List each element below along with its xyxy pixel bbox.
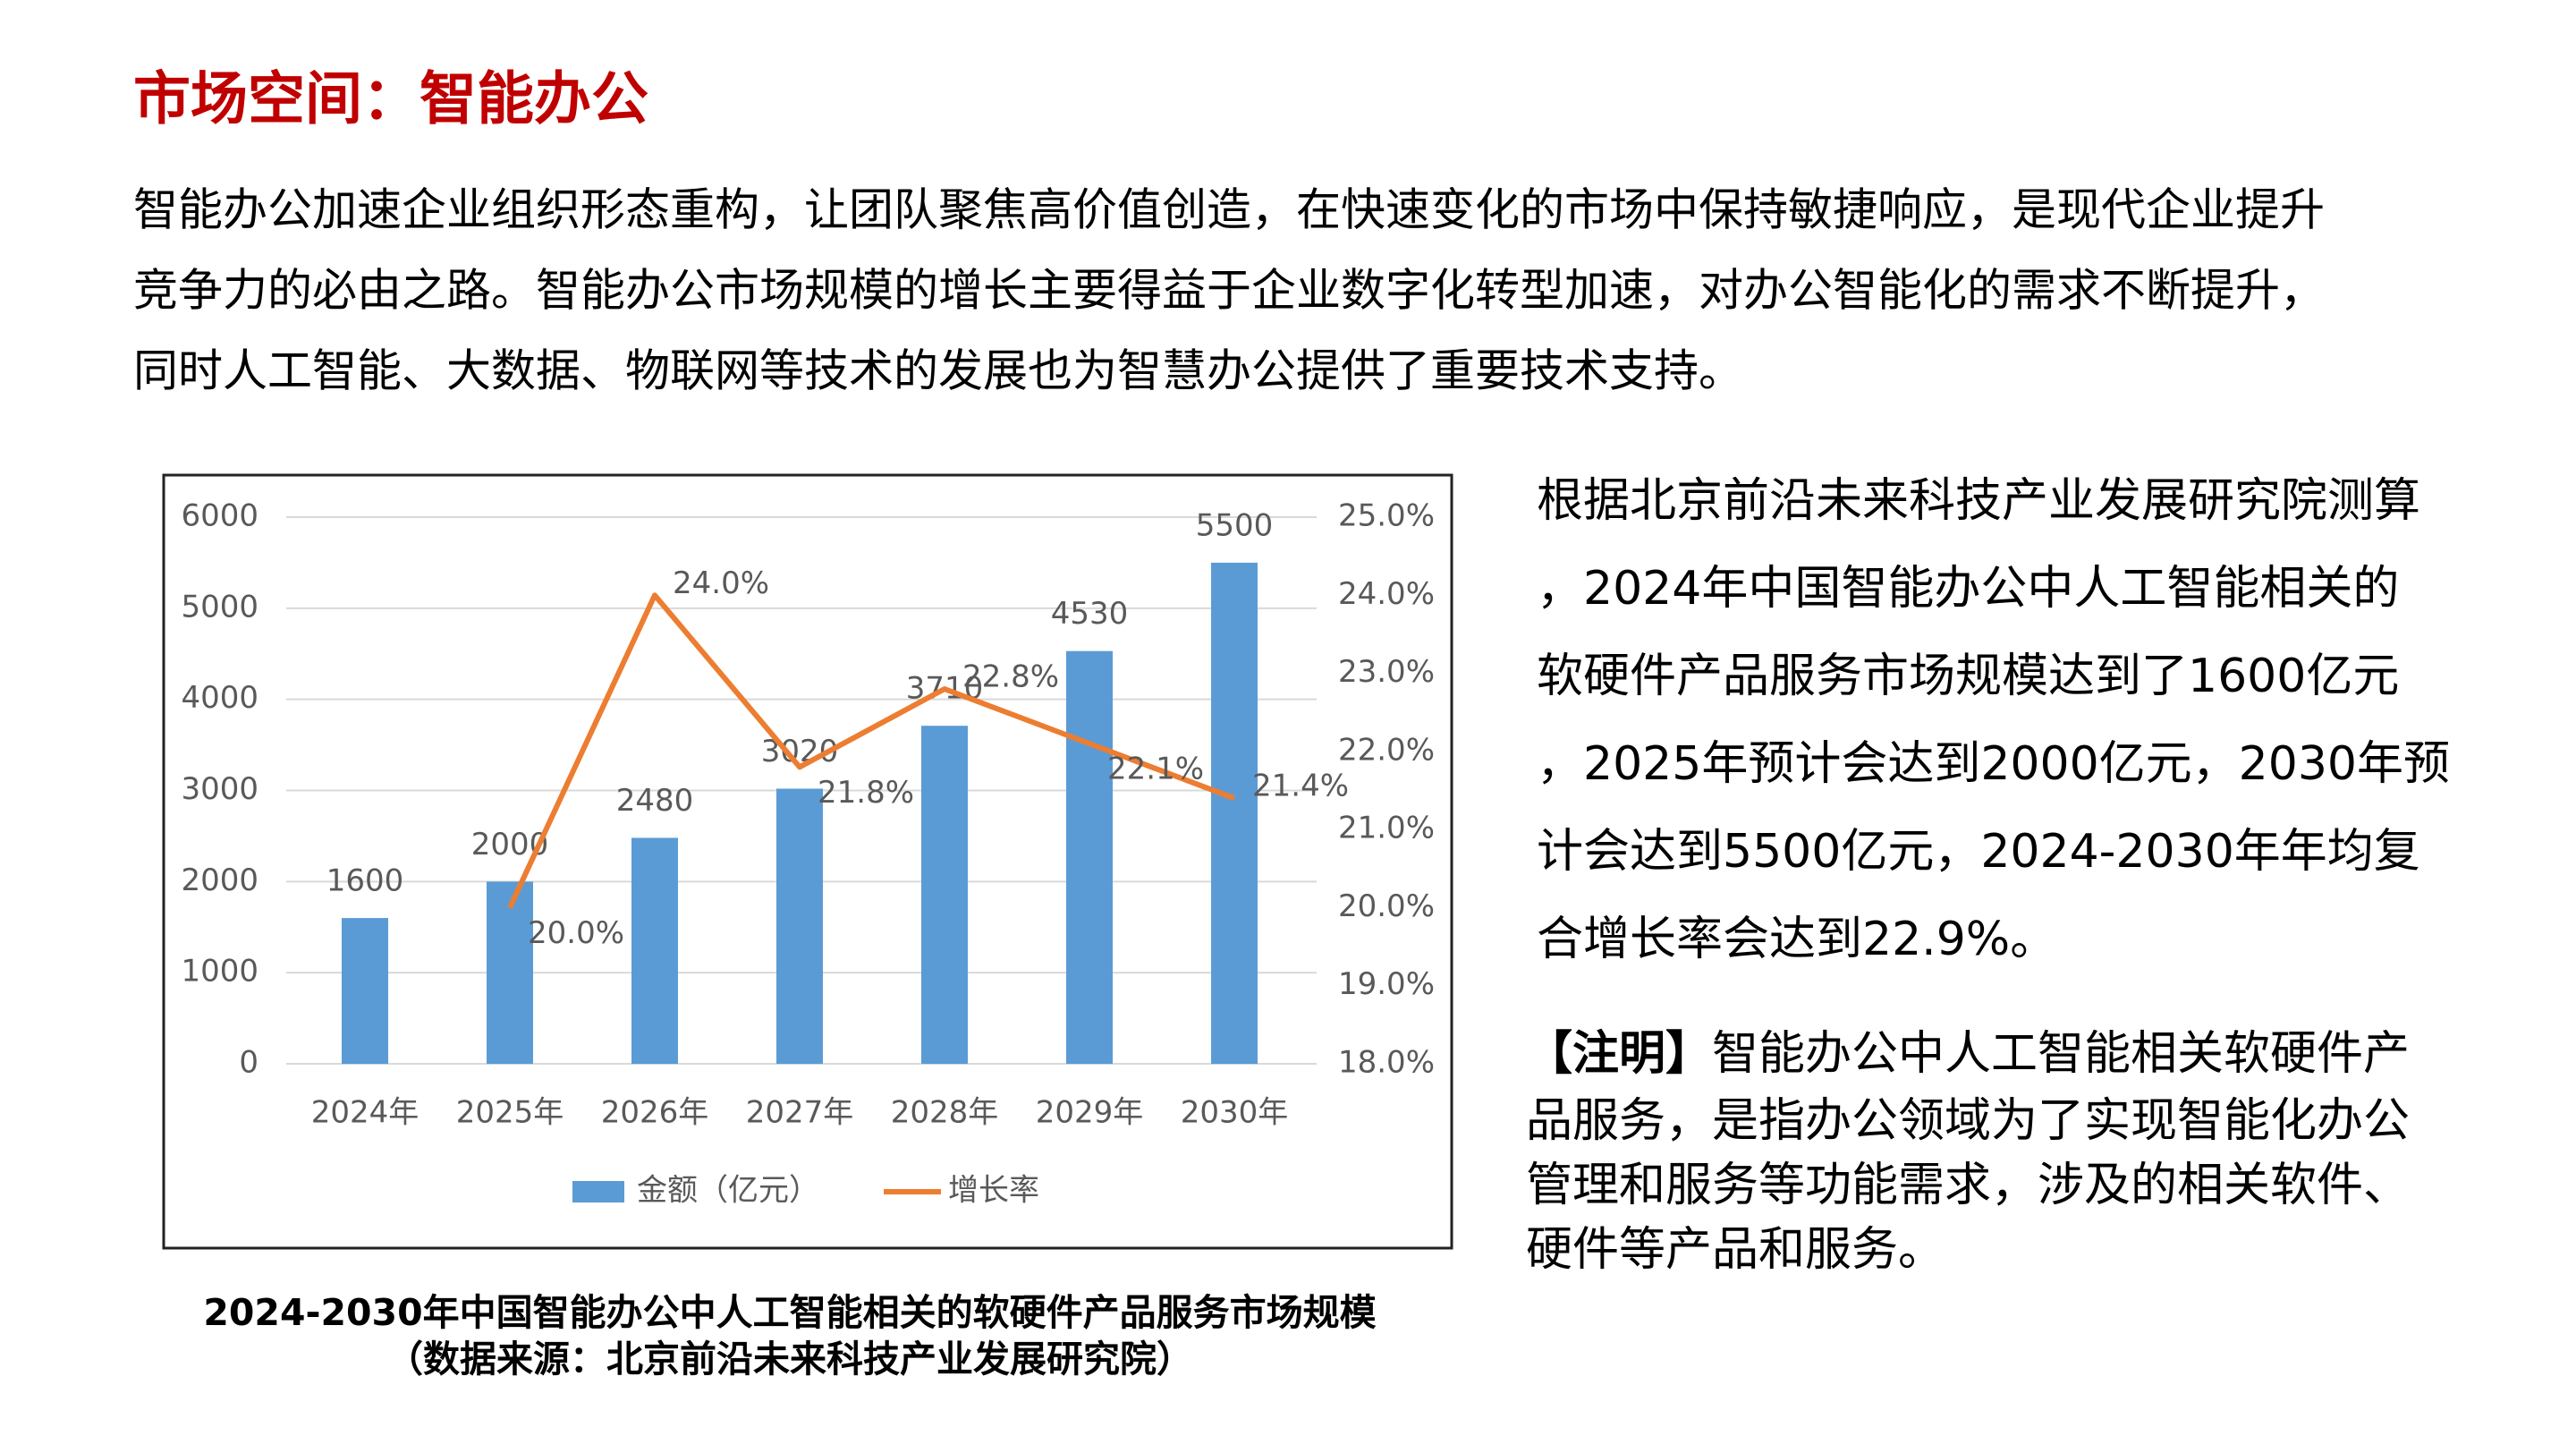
bar	[1066, 650, 1113, 1064]
line-value-label: 20.0%	[528, 915, 624, 951]
caption-line: 2024-2030年中国智能办公中人工智能相关的软硬件产品服务市场规模	[203, 1291, 1376, 1334]
y2-tick-label: 20.0%	[1338, 888, 1435, 924]
legend-label: 增长率	[948, 1173, 1039, 1209]
bar	[776, 788, 823, 1064]
x-tick-label: 2026年	[601, 1095, 709, 1131]
summary-line: 合增长率会达到22.9%。	[1537, 913, 2056, 966]
line-value-label: 24.0%	[673, 565, 769, 601]
body-line: 同时人工智能、大数据、物联网等技术的发展也为智慧办公提供了重要技术支持。	[133, 345, 1743, 397]
x-tick-label: 2030年	[1181, 1095, 1289, 1131]
legend-label: 金额（亿元）	[637, 1173, 819, 1209]
y2-tick-label: 21.0%	[1338, 811, 1435, 846]
line-value-label: 21.8%	[818, 775, 914, 811]
bar	[487, 881, 533, 1064]
y-tick-label: 1000	[181, 954, 258, 990]
note-line: 硬件等产品和服务。	[1526, 1223, 1945, 1277]
slide-title: 市场空间：智能办公	[133, 67, 648, 133]
y-tick-label: 6000	[181, 498, 258, 534]
bar	[631, 837, 678, 1064]
y-tick-label: 5000	[181, 589, 258, 625]
line-value-label: 22.8%	[962, 659, 1059, 695]
summary-line: ，2025年预计会达到2000亿元，2030年预	[1537, 737, 2450, 791]
bar-value-label: 5500	[1196, 507, 1274, 543]
bar-value-label: 1600	[326, 863, 404, 899]
note-line: 管理和服务等功能需求，涉及的相关软件、	[1526, 1159, 2410, 1212]
bar	[342, 918, 388, 1064]
x-tick-label: 2028年	[891, 1095, 999, 1131]
bar	[921, 726, 968, 1064]
line-value-label: 21.4%	[1252, 769, 1349, 804]
note-label: 【注明】	[1526, 1027, 1712, 1081]
y2-tick-label: 22.0%	[1338, 732, 1435, 768]
summary-line: 根据北京前沿未来科技产业发展研究院测算	[1537, 474, 2420, 528]
y2-tick-label: 18.0%	[1338, 1045, 1435, 1081]
note-line: 品服务，是指办公领域为了实现智能化办公	[1526, 1094, 2410, 1148]
y2-tick-label: 19.0%	[1338, 966, 1435, 1002]
body-line: 竞争力的必由之路。智能办公市场规模的增长主要得益于企业数字化转型加速，对办公智能…	[133, 265, 2325, 317]
x-tick-label: 2025年	[456, 1095, 564, 1131]
note-line: 【注明】智能办公中人工智能相关软硬件产	[1526, 1027, 2410, 1081]
note-text: 智能办公中人工智能相关软硬件产	[1712, 1027, 2410, 1081]
x-tick-label: 2027年	[746, 1095, 854, 1131]
y-tick-label: 4000	[181, 680, 258, 716]
x-tick-label: 2029年	[1036, 1095, 1144, 1131]
legend-swatch	[572, 1181, 624, 1202]
y2-tick-label: 25.0%	[1338, 498, 1435, 534]
y2-tick-label: 24.0%	[1338, 576, 1435, 612]
body-line: 智能办公加速企业组织形态重构，让团队聚焦高价值创造，在快速变化的市场中保持敏捷响…	[133, 184, 2325, 236]
x-tick-label: 2024年	[311, 1095, 419, 1131]
caption-line: （数据来源：北京前沿未来科技产业发展研究院）	[386, 1338, 1193, 1381]
bar	[1211, 562, 1258, 1064]
y-tick-label: 3000	[181, 771, 258, 807]
bar-value-label: 2480	[616, 783, 694, 819]
y-tick-label: 0	[239, 1045, 258, 1081]
y-tick-label: 2000	[181, 862, 258, 898]
summary-line: 软硬件产品服务市场规模达到了1600亿元	[1537, 650, 2399, 703]
y2-tick-label: 23.0%	[1338, 654, 1435, 690]
summary-line: ，2024年中国智能办公中人工智能相关的	[1537, 562, 2399, 616]
growth-line	[507, 592, 1236, 909]
summary-line: 计会达到5500亿元，2024-2030年年均复	[1537, 825, 2420, 879]
bar-value-label: 4530	[1051, 596, 1129, 632]
line-value-label: 22.1%	[1107, 752, 1204, 787]
